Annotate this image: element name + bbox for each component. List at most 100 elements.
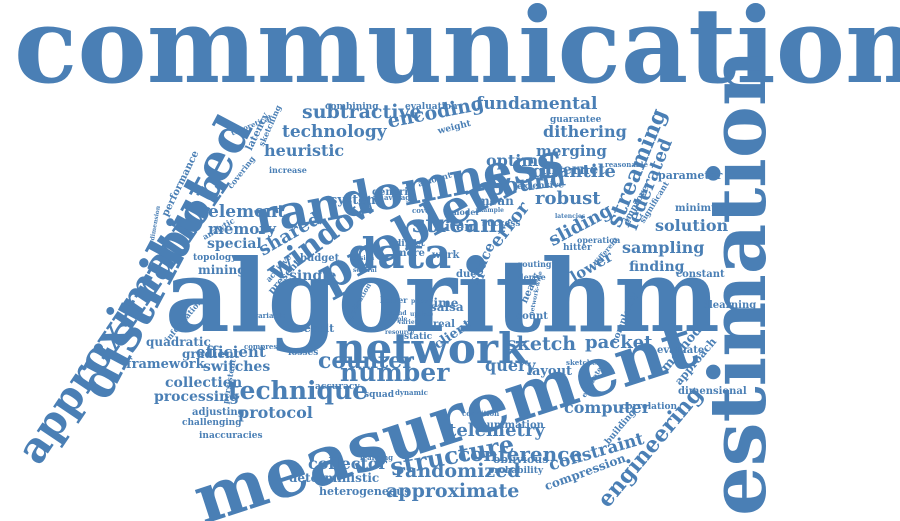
cloud-word: sampling xyxy=(622,238,705,257)
cloud-word: result xyxy=(298,322,335,335)
cloud-word: simple xyxy=(385,316,408,323)
cloud-word: heuristic xyxy=(264,141,345,160)
cloud-word: accuracy xyxy=(315,382,360,392)
cloud-word: evaluate xyxy=(657,345,705,356)
cloud-word: subtractive xyxy=(302,101,422,123)
cloud-word: deterministic xyxy=(289,471,380,485)
cloud-word: budget xyxy=(300,253,340,264)
cloud-word: sketches xyxy=(566,358,601,367)
cloud-word: summation xyxy=(481,420,544,431)
cloud-word: extend xyxy=(384,310,407,317)
cloud-word: combining xyxy=(325,102,379,112)
cloud-word: static xyxy=(404,332,433,342)
cloud-word: number xyxy=(340,358,450,387)
cloud-word: minimum xyxy=(675,203,729,214)
cloud-word: element xyxy=(208,202,286,222)
cloud-word: merging xyxy=(536,142,607,160)
cloud-word: heterogeneous xyxy=(319,485,411,498)
cloud-word: counter xyxy=(318,348,414,374)
cloud-word: efficient xyxy=(196,343,266,361)
cloud-word: dimensional xyxy=(678,386,747,397)
cloud-word: challenging xyxy=(182,418,242,428)
cloud-word: compress xyxy=(244,342,282,351)
cloud-word: switches xyxy=(203,359,271,375)
cloud-word: collector xyxy=(308,454,387,473)
cloud-word: evaluation xyxy=(405,102,458,112)
cloud-word: single xyxy=(289,268,337,284)
cloud-word: average xyxy=(384,193,415,202)
cloud-word: several xyxy=(353,267,377,274)
cloud-word: framework xyxy=(126,357,205,372)
cloud-word: variable xyxy=(254,311,286,320)
cloud-word: network xyxy=(335,324,528,373)
cloud-word: time xyxy=(428,296,459,310)
cloud-word: gradient xyxy=(182,347,240,361)
cloud-word: count xyxy=(516,311,548,322)
cloud-word: estimation xyxy=(693,49,784,516)
cloud-word: operation xyxy=(577,235,621,245)
cloud-word: more xyxy=(396,248,425,259)
cloud-word: dithering xyxy=(543,122,627,141)
cloud-word: resource xyxy=(385,329,415,336)
cloud-word: latencies xyxy=(555,213,586,220)
cloud-word: processing xyxy=(154,389,239,405)
cloud-word: layout xyxy=(527,364,573,379)
cloud-word: hitter xyxy=(563,243,592,253)
cloud-word: increase xyxy=(269,165,307,175)
cloud-word: conference xyxy=(458,442,583,466)
cloud-word: packet xyxy=(585,332,653,353)
cloud-word: constant xyxy=(676,269,725,280)
cloud-word: learning xyxy=(360,453,394,462)
cloud-word: derive xyxy=(518,272,546,282)
cloud-word: telemetry xyxy=(448,420,545,441)
cloud-word: item xyxy=(445,220,478,235)
cloud-word: salsa xyxy=(430,300,464,314)
cloud-word: cover xyxy=(412,206,434,215)
cloud-word: variety xyxy=(398,319,421,326)
cloud-word: stream xyxy=(412,209,506,238)
cloud-word: work xyxy=(432,250,460,261)
cloud-word: dynamic xyxy=(395,388,428,397)
cloud-word: query xyxy=(485,356,536,375)
cloud-word: direct xyxy=(395,239,425,249)
cloud-word: quantile xyxy=(532,161,616,182)
cloud-word: algorithm xyxy=(165,237,720,355)
cloud-word: parameter xyxy=(658,169,723,182)
cloud-word: technique xyxy=(228,376,369,405)
cloud-word: success xyxy=(482,219,521,229)
cloud-word: condition xyxy=(462,409,500,418)
cloud-word: memory xyxy=(208,220,276,238)
cloud-word: duet xyxy=(456,269,482,280)
cloud-word: approximate xyxy=(386,480,520,502)
cloud-word: oblivious xyxy=(493,453,549,466)
cloud-word: update xyxy=(410,311,434,318)
cloud-word: solution xyxy=(655,216,729,235)
cloud-word: design xyxy=(352,255,375,262)
cloud-word: example xyxy=(476,207,504,214)
cloud-word: data xyxy=(348,229,452,278)
cloud-word: routing xyxy=(518,259,552,269)
cloud-word: extensive xyxy=(516,180,565,192)
cloud-word: sketch xyxy=(506,333,577,355)
cloud-word: topology xyxy=(193,253,237,263)
cloud-word: fundamental xyxy=(476,94,598,114)
cloud-word: optimal xyxy=(486,151,555,170)
cloud-word: technology xyxy=(282,122,387,142)
cloud-word: correlation xyxy=(621,402,678,412)
cloud-word: better xyxy=(380,295,408,305)
cloud-word: dlearning xyxy=(702,300,757,311)
cloud-word: robust xyxy=(535,188,601,209)
cloud-word: system xyxy=(330,193,381,208)
cloud-word: protocol xyxy=(238,403,313,422)
cloud-word: quadratic xyxy=(146,335,211,349)
cloud-word: internet xyxy=(541,162,605,178)
cloud-word: generic xyxy=(372,187,415,198)
cloud-word: reasonable xyxy=(605,160,648,169)
cloud-word: model xyxy=(451,207,479,217)
cloud-word: inaccuracies xyxy=(199,431,263,441)
cloud-word: losses xyxy=(288,348,319,358)
cloud-word: guarantee xyxy=(550,115,602,125)
cloud-word: randomized xyxy=(395,460,521,482)
cloud-word: paper xyxy=(411,298,431,305)
